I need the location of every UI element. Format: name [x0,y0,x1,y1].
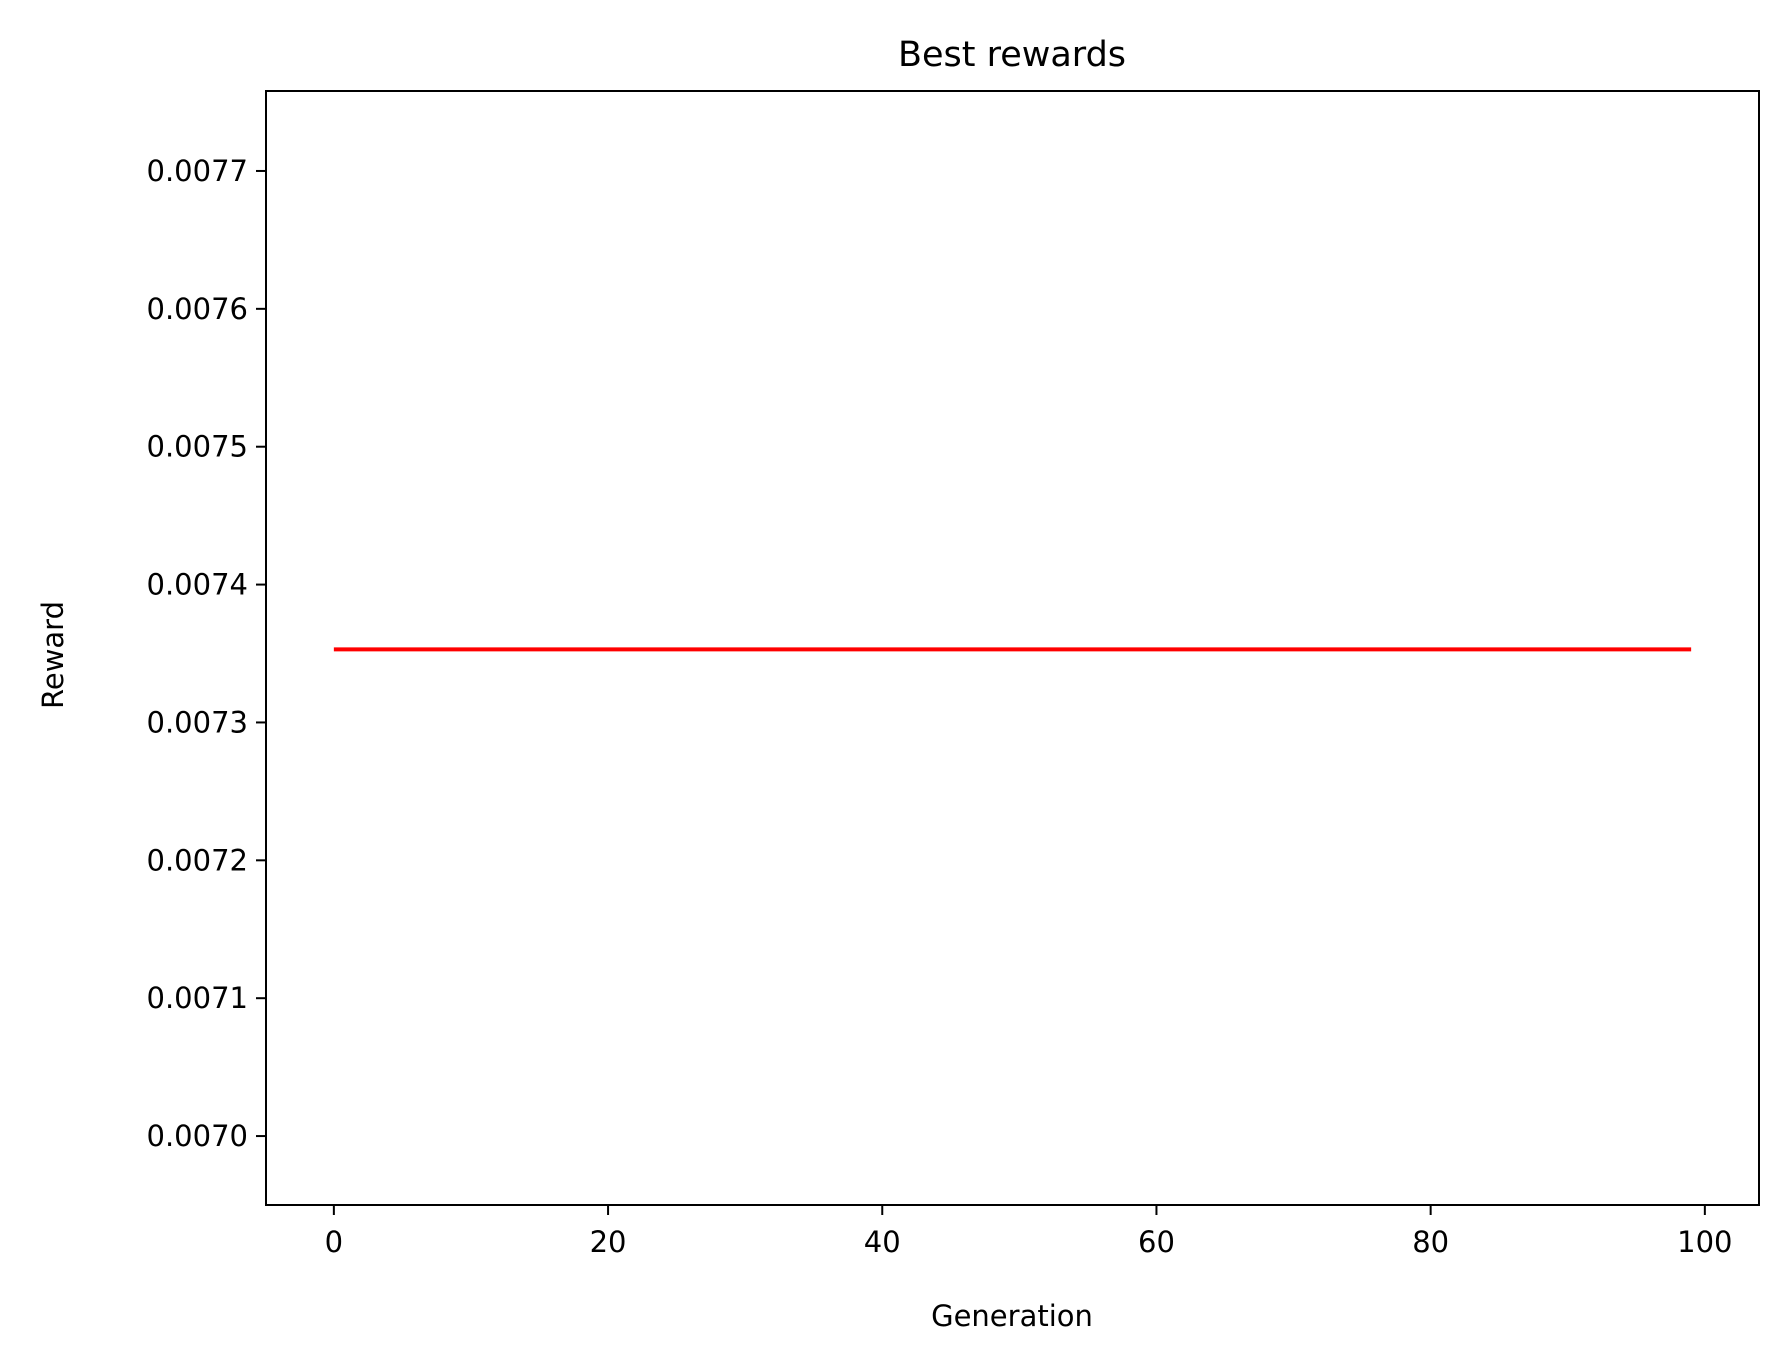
y-tick-label-0: 0.0070 [147,1119,248,1153]
y-tick-label-6: 0.0076 [147,292,248,326]
y-tick-label-1: 0.0071 [147,981,248,1015]
x-tick-label-1: 20 [590,1225,627,1259]
x-tick-label-5: 100 [1677,1225,1732,1259]
x-tick-label-3: 60 [1138,1225,1175,1259]
x-tick-label-0: 0 [325,1225,343,1259]
y-axis-title: Reward [36,601,70,709]
y-tick-label-3: 0.0073 [147,705,248,739]
x-tick-label-2: 40 [864,1225,901,1259]
y-tick-label-7: 0.0077 [147,154,248,188]
x-axis-title: Generation [931,1299,1093,1333]
plot-area: 0 20 40 60 80 100 0.0070 0.0071 0.0072 0.0073 0.00… [147,90,1760,1259]
axes-frame [265,90,1760,1206]
y-tick-label-2: 0.0072 [147,843,248,877]
y-tick-label-5: 0.0075 [147,430,248,464]
y-tick-label-4: 0.0074 [147,568,248,602]
x-tick-label-4: 80 [1412,1225,1449,1259]
chart-title: Best rewards [898,35,1126,75]
